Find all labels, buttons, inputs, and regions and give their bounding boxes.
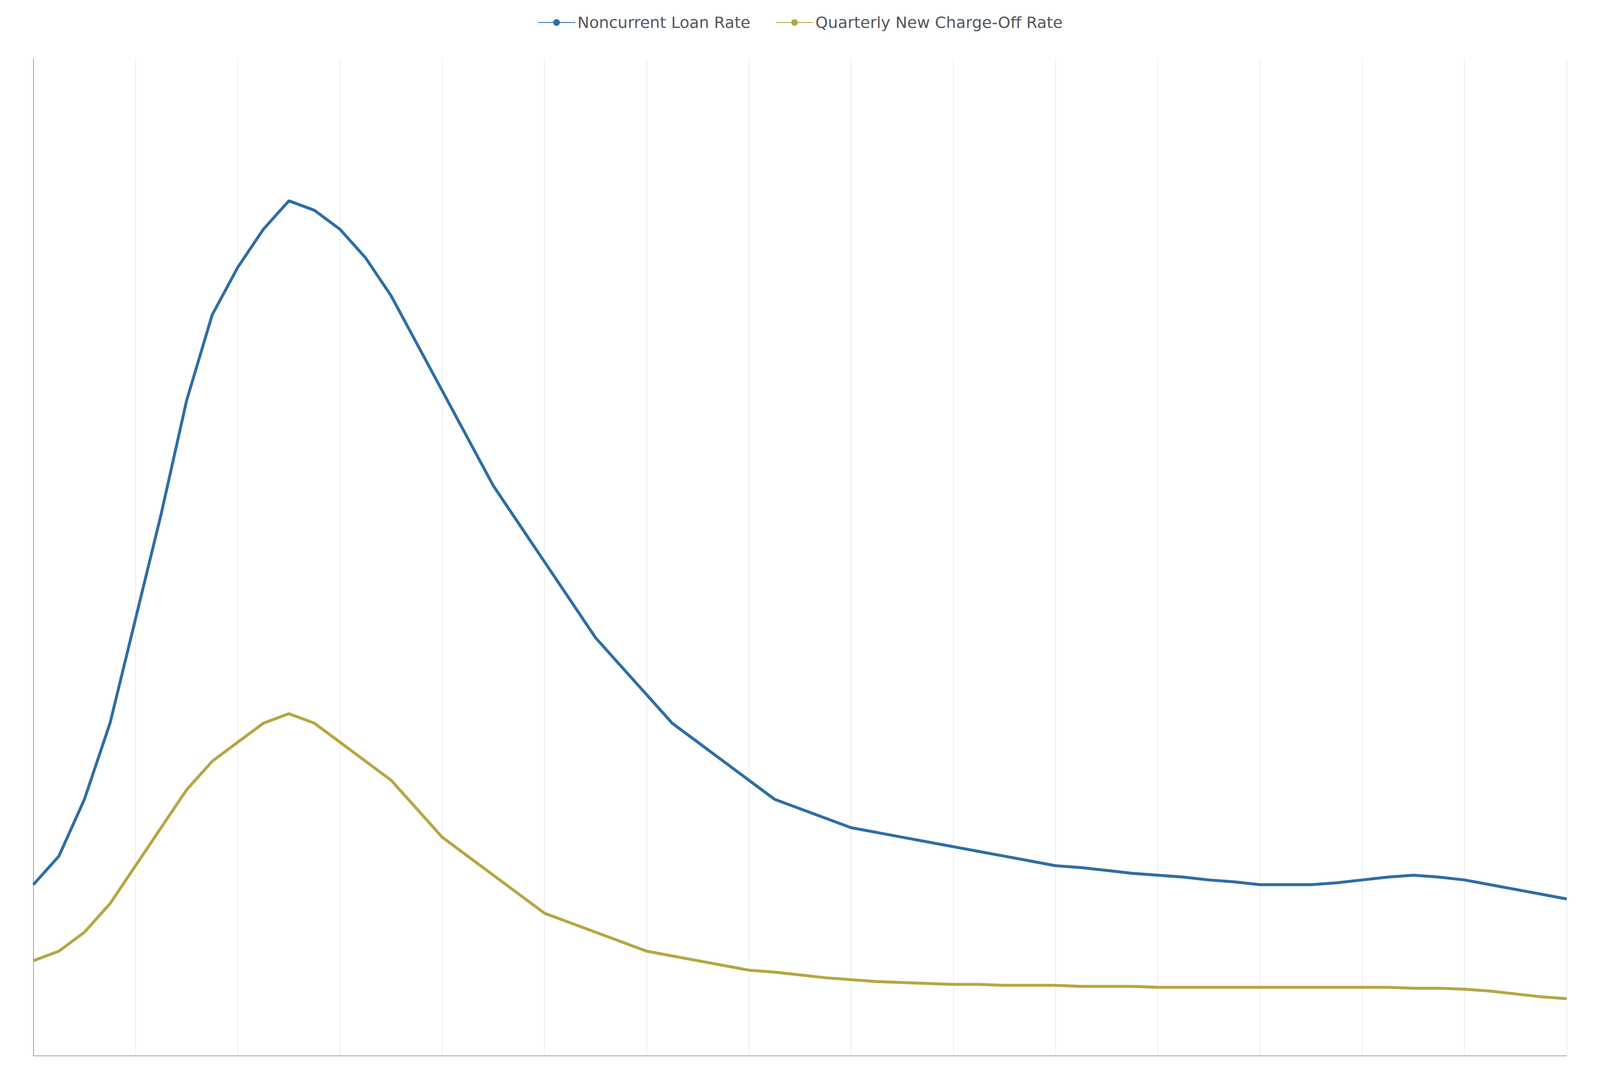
svg-text:Quarterly New Charge-Off Rate: Quarterly New Charge-Off Rate bbox=[815, 13, 1063, 32]
svg-text:Noncurrent Loan Rate: Noncurrent Loan Rate bbox=[577, 13, 751, 32]
